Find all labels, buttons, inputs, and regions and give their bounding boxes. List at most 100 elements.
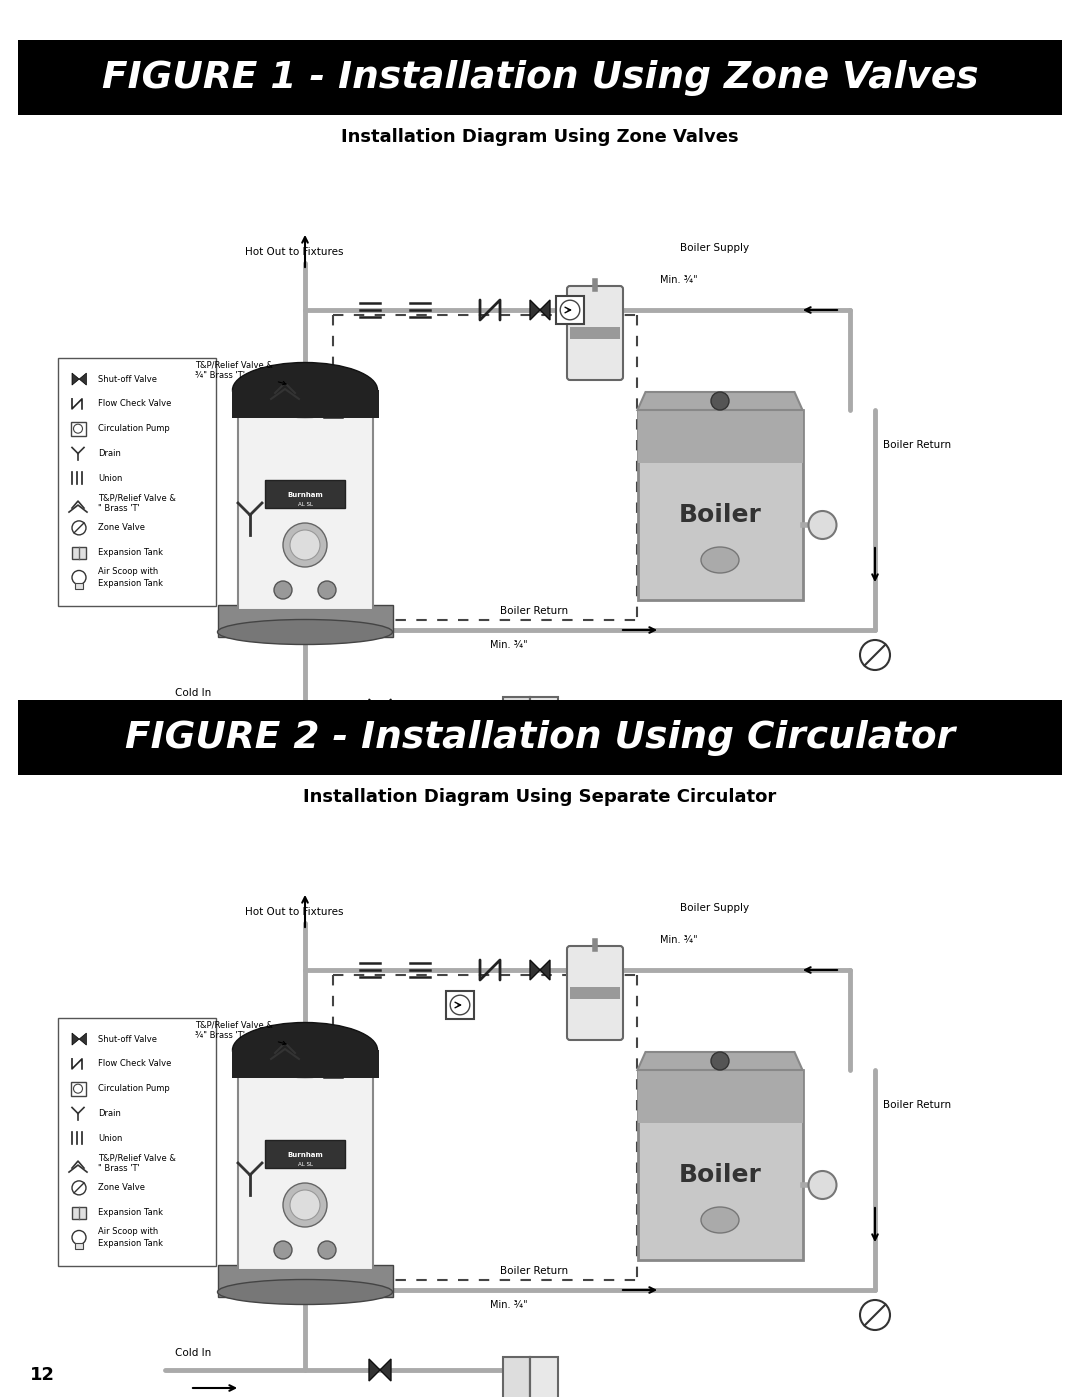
Text: Expansion Tank: Expansion Tank <box>98 1208 163 1217</box>
Bar <box>265 481 345 509</box>
Polygon shape <box>72 373 79 386</box>
Bar <box>637 1070 802 1260</box>
Circle shape <box>73 1084 82 1094</box>
Text: Hot Out to Fixtures: Hot Out to Fixtures <box>245 247 343 257</box>
Text: Flow Check Valve: Flow Check Valve <box>98 1059 172 1069</box>
Polygon shape <box>79 373 86 386</box>
Circle shape <box>809 511 837 539</box>
Text: 12: 12 <box>30 1366 55 1384</box>
Bar <box>502 697 530 739</box>
Text: Min. ¾": Min. ¾" <box>490 640 528 650</box>
Text: Recommended: Recommended <box>503 740 577 750</box>
Circle shape <box>711 1052 729 1070</box>
Circle shape <box>809 1171 837 1199</box>
Text: Min. ¾": Min. ¾" <box>660 275 698 285</box>
Bar <box>18 700 1062 775</box>
Bar <box>231 390 378 418</box>
Text: Boiler Return: Boiler Return <box>500 1266 568 1275</box>
Text: Installation Diagram Using Separate Circulator: Installation Diagram Using Separate Circ… <box>303 788 777 806</box>
Bar <box>71 422 86 436</box>
Text: Union: Union <box>98 1134 122 1143</box>
Circle shape <box>291 1190 320 1220</box>
Circle shape <box>274 1241 292 1259</box>
FancyBboxPatch shape <box>567 286 623 380</box>
Bar <box>637 1070 802 1123</box>
Text: Burnham: Burnham <box>287 492 323 497</box>
Polygon shape <box>530 960 550 981</box>
Bar <box>58 358 216 606</box>
Text: Circulation Pump: Circulation Pump <box>98 425 170 433</box>
FancyBboxPatch shape <box>567 946 623 1039</box>
Text: Air Scoop with
Expansion Tank: Air Scoop with Expansion Tank <box>98 567 163 588</box>
Bar <box>217 1266 392 1296</box>
Text: AL SL: AL SL <box>297 1161 312 1166</box>
Text: Boiler Supply: Boiler Supply <box>680 902 750 914</box>
Text: Boiler: Boiler <box>678 503 761 527</box>
Circle shape <box>72 570 86 584</box>
Text: T&P/Relief Valve &
" Brass 'T': T&P/Relief Valve & " Brass 'T' <box>98 493 176 513</box>
Bar <box>72 1207 86 1218</box>
Bar <box>238 390 373 610</box>
Bar <box>530 697 557 739</box>
Bar <box>570 327 620 339</box>
Circle shape <box>283 522 327 567</box>
Circle shape <box>318 581 336 599</box>
Text: Min. ¾": Min. ¾" <box>660 935 698 944</box>
Text: AL SL: AL SL <box>297 502 312 507</box>
Ellipse shape <box>217 619 392 644</box>
Circle shape <box>860 1301 890 1330</box>
Polygon shape <box>637 393 802 409</box>
Bar <box>502 1356 530 1397</box>
Text: Boiler Return: Boiler Return <box>883 440 951 450</box>
Text: Boiler Return: Boiler Return <box>500 606 568 616</box>
Text: Boiler: Boiler <box>678 1162 761 1187</box>
Circle shape <box>73 425 82 433</box>
Bar <box>265 1140 345 1168</box>
Text: Hot Out to Fixtures: Hot Out to Fixtures <box>245 907 343 916</box>
Bar <box>71 1081 86 1095</box>
Text: Air Scoop with
Expansion Tank: Air Scoop with Expansion Tank <box>98 1228 163 1248</box>
Circle shape <box>72 1180 86 1194</box>
Bar <box>530 1356 557 1397</box>
Bar <box>58 1018 216 1266</box>
Bar <box>556 296 584 324</box>
Bar <box>231 1051 378 1077</box>
Text: Shut-off Valve: Shut-off Valve <box>98 374 157 384</box>
Text: T&P/Relief Valve &
¾" Brass 'T': T&P/Relief Valve & ¾" Brass 'T' <box>195 1020 286 1045</box>
Ellipse shape <box>701 1207 739 1234</box>
Text: Cold In: Cold In <box>175 687 212 698</box>
Circle shape <box>561 300 580 320</box>
Circle shape <box>860 640 890 671</box>
Text: Drain: Drain <box>98 448 121 458</box>
Bar <box>75 584 83 590</box>
Text: Zone Valve: Zone Valve <box>98 524 145 532</box>
Text: Boiler Return: Boiler Return <box>883 1099 951 1111</box>
Text: Flow Check Valve: Flow Check Valve <box>98 400 172 408</box>
Bar <box>75 1243 83 1249</box>
Circle shape <box>450 995 470 1014</box>
Polygon shape <box>72 1032 79 1045</box>
Text: Shut-off Valve: Shut-off Valve <box>98 1035 157 1044</box>
Circle shape <box>274 581 292 599</box>
Bar <box>446 990 474 1018</box>
Text: Burnham: Burnham <box>287 1153 323 1158</box>
Polygon shape <box>530 300 550 320</box>
Text: Boiler Supply: Boiler Supply <box>680 243 750 253</box>
Text: Installation Diagram Using Zone Valves: Installation Diagram Using Zone Valves <box>341 129 739 147</box>
Polygon shape <box>79 1032 86 1045</box>
Text: Zone Valve: Zone Valve <box>98 1183 145 1193</box>
Ellipse shape <box>232 1023 378 1077</box>
Circle shape <box>283 1183 327 1227</box>
Text: Expansion Tank: Expansion Tank <box>98 548 163 557</box>
Text: Drain: Drain <box>98 1109 121 1118</box>
Text: FIGURE 2 - Installation Using Circulator: FIGURE 2 - Installation Using Circulator <box>125 721 955 757</box>
Circle shape <box>72 521 86 535</box>
Bar <box>637 409 802 464</box>
Bar <box>217 605 392 637</box>
Polygon shape <box>369 1359 391 1382</box>
Circle shape <box>72 1231 86 1245</box>
Text: Min. ¾": Min. ¾" <box>490 1301 528 1310</box>
Text: T&P/Relief Valve &
" Brass 'T': T&P/Relief Valve & " Brass 'T' <box>98 1153 176 1173</box>
Text: Circulation Pump: Circulation Pump <box>98 1084 170 1094</box>
Text: FIGURE 1 - Installation Using Zone Valves: FIGURE 1 - Installation Using Zone Valve… <box>102 60 978 96</box>
